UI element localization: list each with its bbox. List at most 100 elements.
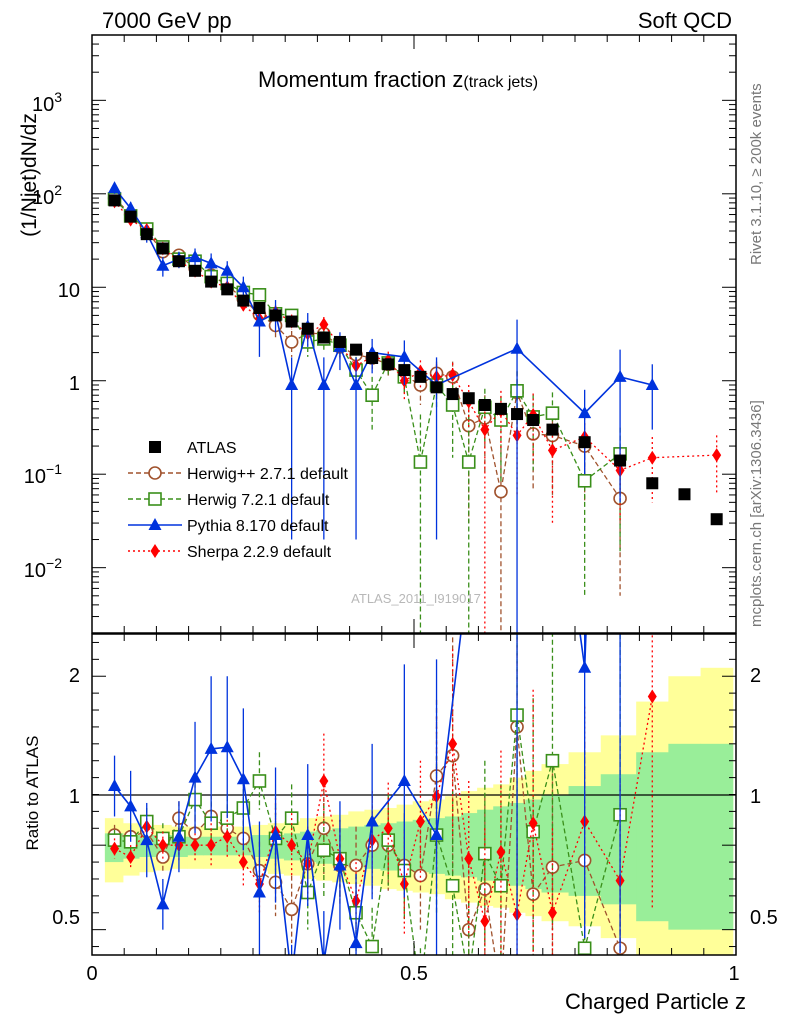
rivet-version-note: Rivet 3.1.10, ≥ 200k events xyxy=(748,83,765,265)
ratio-sherpa-point xyxy=(222,829,232,844)
y-tick-label-1000: 103 xyxy=(32,89,62,116)
ratio-pythia-point xyxy=(430,828,444,841)
x-tick-labels: 0 0.5 1 xyxy=(86,963,739,985)
ratio-pythia-point xyxy=(578,660,592,673)
ratio-pythia-point xyxy=(349,936,363,949)
ratio-herwig7-point xyxy=(365,939,379,954)
pythia-point xyxy=(156,258,170,271)
sherpa-point xyxy=(712,448,722,463)
ratio-y-tick-labels: 2 1 0.5 2 1 0.5 xyxy=(52,665,778,929)
sherpa-point xyxy=(319,317,329,332)
herwig7-point xyxy=(577,473,592,488)
y-tick-label-100: 102 xyxy=(32,182,62,209)
pythia-point xyxy=(236,280,250,293)
ratio-y-tick-label-1-right: 1 xyxy=(750,786,761,808)
herwig7-line xyxy=(114,198,621,482)
atlas-point xyxy=(578,436,591,449)
pythia-point xyxy=(317,378,331,391)
y-tick-label-0.01: 10−2 xyxy=(24,555,62,582)
ratio-pythia-point xyxy=(252,885,266,898)
x-tick-label-1: 1 xyxy=(728,963,739,985)
pythia-point xyxy=(204,256,218,269)
ratio-herwig_pp-point xyxy=(284,902,299,917)
atlas-point xyxy=(366,352,379,365)
ratio-herwig7-point xyxy=(545,753,560,768)
atlas-point xyxy=(446,388,459,401)
ratio-pythia-point xyxy=(188,770,202,783)
pythia-point xyxy=(252,314,266,327)
ratio-herwig_pp-point xyxy=(495,986,507,998)
atlas-point xyxy=(511,408,524,421)
atlas-point xyxy=(398,364,411,377)
header-left-title: 7000 GeV pp xyxy=(102,8,232,33)
y-tick-label-1: 1 xyxy=(69,373,80,395)
pythia-point xyxy=(613,369,627,382)
pythia-point xyxy=(510,341,524,354)
ratio-sherpa-point xyxy=(126,850,136,865)
x-tick-label-0: 0 xyxy=(86,963,97,985)
legend-marker-sherpa xyxy=(150,544,160,558)
sherpa-point xyxy=(547,443,557,458)
main-series-layer xyxy=(107,181,723,633)
ratio-y-tick-label-2-left: 2 xyxy=(69,665,80,687)
pythia-point xyxy=(578,406,592,419)
sherpa-point xyxy=(647,450,657,465)
ratio-herwig7-point xyxy=(445,878,460,893)
ratio-pythia-point xyxy=(285,972,298,984)
ratio-pythia-point xyxy=(156,897,170,910)
atlas-point xyxy=(678,488,691,501)
ratio-sherpa-point xyxy=(110,841,120,856)
ratio-band-green xyxy=(668,743,702,930)
ratio-pythia-point xyxy=(301,828,315,841)
ratio-pythia-point xyxy=(323,954,324,955)
mcplots-reference-note: mcplots.cern.ch [arXiv:1306.3436] xyxy=(748,400,765,627)
ratio-pythia-point xyxy=(204,741,218,754)
legend-marker-herwig7 xyxy=(148,492,162,506)
atlas-point xyxy=(333,335,346,348)
atlas-point xyxy=(646,477,659,490)
pythia-line xyxy=(113,187,653,415)
ratio-sherpa-point xyxy=(528,816,538,831)
pythia-point xyxy=(285,378,299,391)
ratio-pythia-point xyxy=(124,799,138,812)
legend: ATLAS Herwig++ 2.7.1 default Herwig 7.2.… xyxy=(128,440,349,561)
herwig7-point xyxy=(365,388,379,403)
ratio-sherpa-point xyxy=(287,838,297,853)
atlas-point xyxy=(237,294,250,307)
ratio-sherpa-point xyxy=(383,821,393,836)
ratio-herwig7-point xyxy=(414,988,426,1000)
legend-marker-atlas xyxy=(149,441,161,453)
ratio-sherpa-point xyxy=(206,838,216,853)
atlas-point xyxy=(462,392,475,405)
ratio-herwig7-point xyxy=(252,774,267,788)
herwig7-point xyxy=(461,455,476,469)
atlas-point xyxy=(414,370,427,383)
ratio-pythia-line xyxy=(113,634,587,955)
ratio-pythia-point xyxy=(172,829,186,842)
ratio-pythia-point xyxy=(220,740,234,753)
y-tick-label-0.1: 10−1 xyxy=(24,461,62,488)
ratio-pythia-point xyxy=(365,814,379,827)
atlas-point xyxy=(546,423,559,436)
y-tick-label-10: 10 xyxy=(58,280,80,302)
atlas-point xyxy=(285,315,298,328)
ratio-y-tick-label-0.5-left: 0.5 xyxy=(52,907,80,929)
legend-label-atlas: ATLAS xyxy=(187,440,237,457)
atlas-point xyxy=(172,255,185,268)
header-right-title: Soft QCD xyxy=(638,8,732,33)
herwig7-point xyxy=(445,398,460,412)
atlas-point xyxy=(140,228,153,241)
legend-label-pythia: Pythia 8.170 default xyxy=(187,518,329,535)
ratio-sherpa-point xyxy=(190,838,200,853)
atlas-point xyxy=(614,454,627,467)
pythia-point xyxy=(108,181,122,194)
ratio-y-axis-label: Ratio to ATLAS xyxy=(23,736,42,851)
ratio-sherpa-point xyxy=(158,838,168,853)
pythia-point xyxy=(220,263,234,276)
legend-label-herwig7: Herwig 7.2.1 default xyxy=(187,492,330,509)
atlas-point xyxy=(156,242,169,255)
ratio-band-green xyxy=(541,794,570,893)
axis-ticks xyxy=(91,34,737,955)
ratio-sherpa-point xyxy=(464,851,474,866)
